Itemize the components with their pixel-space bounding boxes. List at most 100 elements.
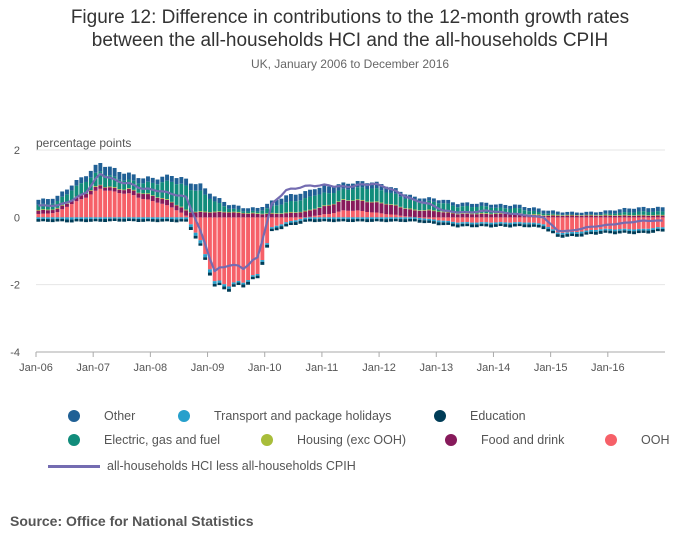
bar-transport-and-package-holidays — [179, 217, 184, 220]
bar-ooh — [393, 214, 398, 218]
bar-housing-exc-ooh — [327, 204, 332, 206]
bar-housing-exc-ooh — [470, 213, 474, 215]
bar-food-and-drink — [598, 215, 603, 218]
bar-food-and-drink — [288, 212, 293, 218]
bar-education — [336, 218, 341, 222]
bar-food-and-drink — [146, 194, 150, 200]
bar-food-and-drink — [546, 215, 551, 218]
bar-other — [584, 211, 589, 215]
bar-food-and-drink — [489, 214, 494, 218]
series-line-hci-less-cpih — [38, 172, 663, 273]
bar-education — [298, 220, 303, 224]
bar-electric-gas-and-fuel — [203, 194, 208, 212]
bar-electric-gas-and-fuel — [498, 207, 503, 213]
bar-housing-exc-ooh — [55, 207, 60, 209]
bar-education — [603, 230, 608, 233]
bar-electric-gas-and-fuel — [327, 193, 332, 205]
bar-ooh — [470, 217, 474, 223]
bar-education — [317, 219, 322, 222]
bar-food-and-drink — [493, 214, 498, 218]
bar-education — [560, 234, 565, 238]
bar-housing-exc-ooh — [103, 187, 108, 188]
bar-housing-exc-ooh — [269, 212, 274, 214]
bar-stack-month — [565, 211, 570, 237]
legend-item-hci-less-cpih[interactable]: all-households HCI less all-households C… — [48, 459, 356, 473]
bar-transport-and-package-holidays — [312, 217, 317, 220]
bar-food-and-drink — [365, 202, 370, 212]
bar-food-and-drink — [250, 213, 255, 218]
bar-transport-and-package-holidays — [274, 225, 279, 228]
legend-swatch — [68, 410, 80, 422]
bar-ooh — [574, 217, 579, 233]
bar-transport-and-package-holidays — [55, 217, 60, 219]
legend-item-ooh[interactable]: OOH — [605, 433, 669, 447]
bar-stack-month — [222, 201, 227, 290]
bar-stack-month — [589, 211, 594, 235]
bar-housing-exc-ooh — [560, 215, 565, 216]
bar-food-and-drink — [131, 190, 136, 196]
bar-ooh — [217, 217, 222, 281]
bar-ooh — [246, 217, 251, 281]
legend-item-food-and-drink[interactable]: Food and drink — [445, 433, 564, 447]
bar-other — [103, 166, 108, 176]
bar-transport-and-package-holidays — [384, 217, 389, 220]
bar-stack-month — [55, 195, 60, 222]
bar-ooh — [50, 213, 55, 218]
bar-other — [493, 204, 498, 208]
legend-item-other[interactable]: Other — [68, 409, 135, 423]
bar-food-and-drink — [484, 213, 489, 218]
bar-other — [198, 183, 203, 191]
bar-food-and-drink — [474, 214, 479, 218]
bar-other — [84, 176, 88, 182]
bar-education — [198, 243, 203, 246]
legend-item-transport-and-package-holidays[interactable]: Transport and package holidays — [178, 409, 391, 423]
bar-transport-and-package-holidays — [493, 222, 498, 225]
bar-ooh — [403, 216, 408, 218]
bar-electric-gas-and-fuel — [460, 206, 465, 214]
bar-education — [584, 232, 589, 235]
bar-electric-gas-and-fuel — [207, 198, 212, 213]
bar-ooh — [427, 217, 432, 219]
bar-housing-exc-ooh — [98, 184, 103, 186]
bar-electric-gas-and-fuel — [546, 213, 551, 216]
legend-item-electric-gas-and-fuel[interactable]: Electric, gas and fuel — [68, 433, 220, 447]
bar-stack-month — [627, 208, 632, 234]
legend-item-education[interactable]: Education — [434, 409, 526, 423]
bar-education — [174, 219, 179, 223]
bar-food-and-drink — [441, 212, 446, 218]
bar-food-and-drink — [350, 200, 355, 211]
bar-electric-gas-and-fuel — [555, 214, 560, 215]
bar-electric-gas-and-fuel — [341, 188, 346, 200]
bar-transport-and-package-holidays — [65, 217, 69, 220]
x-tick-label: Jan-13 — [419, 362, 453, 374]
bar-transport-and-package-holidays — [198, 240, 203, 244]
bar-food-and-drink — [384, 204, 389, 215]
bar-housing-exc-ooh — [198, 211, 203, 212]
bar-ooh — [446, 217, 451, 221]
bar-stack-month — [126, 172, 131, 222]
bar-ooh — [417, 217, 422, 218]
bar-food-and-drink — [336, 202, 341, 212]
bar-education — [55, 218, 60, 222]
bar-transport-and-package-holidays — [45, 217, 50, 220]
bar-food-and-drink — [150, 195, 155, 202]
bar-electric-gas-and-fuel — [541, 213, 546, 216]
bar-other — [45, 199, 50, 205]
bar-other — [36, 199, 41, 205]
bar-other — [608, 210, 613, 214]
bar-housing-exc-ooh — [174, 204, 179, 206]
legend-item-housing-exc-ooh[interactable]: Housing (exc OOH) — [261, 433, 406, 447]
bar-housing-exc-ooh — [427, 209, 432, 211]
bar-electric-gas-and-fuel — [165, 180, 169, 200]
bar-housing-exc-ooh — [88, 190, 93, 191]
bar-stack-month — [265, 203, 270, 248]
bar-other — [636, 207, 641, 212]
bar-transport-and-package-holidays — [336, 217, 341, 219]
bar-food-and-drink — [379, 203, 384, 214]
bar-electric-gas-and-fuel — [88, 177, 93, 191]
bar-education — [241, 284, 246, 288]
bar-transport-and-package-holidays — [84, 217, 88, 220]
bar-ooh — [179, 212, 184, 218]
bar-ooh — [36, 213, 41, 218]
y-tick-label: 2 — [14, 145, 20, 157]
